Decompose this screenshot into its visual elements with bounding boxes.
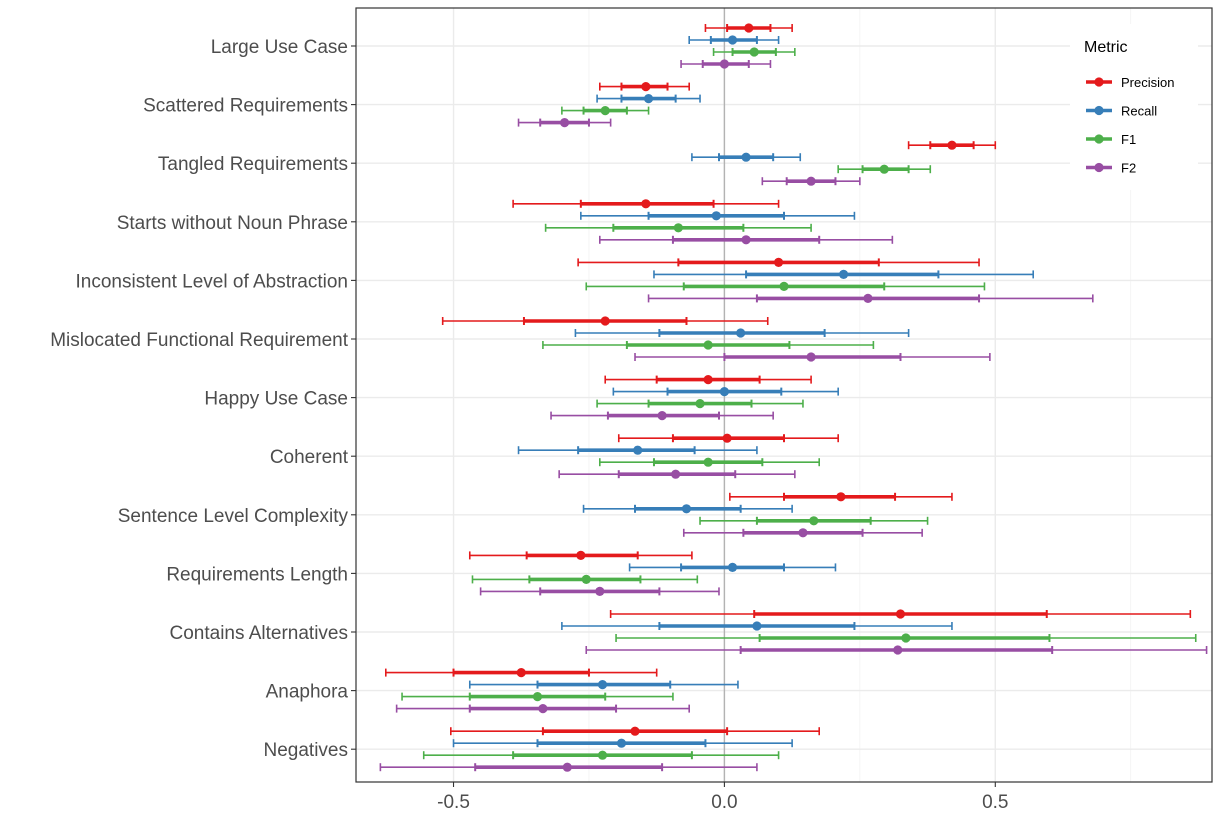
estimate-point (559, 118, 570, 128)
estimate-point (727, 562, 738, 573)
estimate-point (641, 199, 651, 209)
estimate-point (595, 586, 605, 597)
estimate-point (838, 269, 849, 279)
estimate-point (722, 433, 732, 443)
y-tick-label: Tangled Requirements (158, 154, 348, 175)
series-precision (384, 23, 1192, 736)
legend-title: Metric (1084, 39, 1128, 56)
estimate-point (736, 328, 746, 338)
estimate-point (893, 645, 903, 655)
estimate-point (727, 35, 738, 45)
y-tick-label: Inconsistent Level of Abstraction (76, 271, 349, 292)
y-tick-label: Contains Alternatives (170, 623, 349, 644)
y-tick-label: Sentence Level Complexity (118, 506, 349, 527)
estimate-point (695, 399, 705, 409)
estimate-point (773, 257, 784, 267)
estimate-point (947, 140, 957, 150)
legend-key-point (1094, 162, 1104, 173)
estimate-point (597, 680, 608, 690)
estimate-point (671, 469, 681, 479)
legend-label: Precision (1121, 75, 1174, 90)
estimate-point (719, 387, 730, 397)
estimate-point (532, 692, 543, 702)
estimate-point (600, 316, 610, 326)
x-tick-label: -0.5 (437, 792, 470, 813)
legend-key-point (1094, 77, 1104, 87)
marks-layer (379, 23, 1208, 772)
legend-label: Recall (1121, 104, 1157, 119)
estimate-point (538, 704, 548, 714)
estimate-point (809, 516, 819, 526)
estimate-point (562, 762, 572, 772)
panel-border (355, 7, 1213, 783)
estimate-point (752, 621, 762, 631)
y-tick-label: Starts without Noun Phrase (117, 213, 348, 234)
legend-label: F2 (1121, 161, 1136, 176)
estimate-point (641, 82, 651, 92)
y-tick-label: Anaphora (266, 682, 349, 703)
estimate-point (630, 726, 640, 736)
estimate-point (719, 59, 730, 69)
y-tick-label: Coherent (270, 447, 349, 468)
y-tick-label: Large Use Case (211, 37, 348, 58)
estimate-point (516, 668, 526, 678)
estimate-point (616, 738, 627, 748)
x-tick-label: 0.0 (711, 792, 737, 813)
estimate-point (597, 750, 608, 760)
axis-layer: Large Use Case Scattered Requirements Tang… (50, 7, 1213, 813)
estimate-point (895, 609, 906, 619)
legend-key-point (1094, 134, 1104, 144)
estimate-point (576, 550, 586, 561)
estimate-point (643, 94, 654, 104)
legend-label: F1 (1121, 132, 1136, 147)
estimate-point (806, 176, 816, 186)
estimate-point (744, 23, 754, 33)
estimate-point (863, 293, 873, 303)
estimate-point (657, 411, 667, 421)
estimate-point (633, 445, 643, 455)
estimate-point (673, 223, 683, 233)
x-tick-label: 0.5 (982, 792, 1008, 813)
estimate-point (681, 504, 692, 514)
estimate-point (749, 47, 759, 57)
estimate-point (711, 211, 721, 221)
estimate-point (600, 106, 610, 116)
legend: Metric Precision Recall F1 F2 (1070, 24, 1198, 190)
estimate-point (806, 352, 816, 362)
estimate-point (703, 457, 713, 467)
estimate-point (703, 340, 713, 350)
estimate-point (798, 528, 808, 538)
y-tick-label: Scattered Requirements (143, 96, 348, 117)
series-f2 (379, 59, 1208, 772)
series-f1 (401, 47, 1197, 760)
estimate-point (581, 574, 591, 585)
grid-layer (356, 8, 1212, 782)
legend-key-point (1094, 105, 1104, 116)
y-tick-label: Negatives (264, 740, 349, 761)
estimate-point (779, 281, 789, 291)
estimate-point (741, 235, 751, 245)
estimate-point (741, 152, 751, 162)
legend-background (1070, 24, 1198, 190)
estimate-point (879, 164, 889, 174)
y-tick-label: Requirements Length (166, 564, 348, 585)
estimate-point (836, 492, 846, 502)
y-tick-label: Mislocated Functional Requirement (50, 330, 349, 351)
y-tick-label: Happy Use Case (204, 389, 348, 410)
estimate-point (901, 633, 911, 643)
estimate-point (703, 375, 713, 385)
series-recall (452, 35, 1035, 748)
